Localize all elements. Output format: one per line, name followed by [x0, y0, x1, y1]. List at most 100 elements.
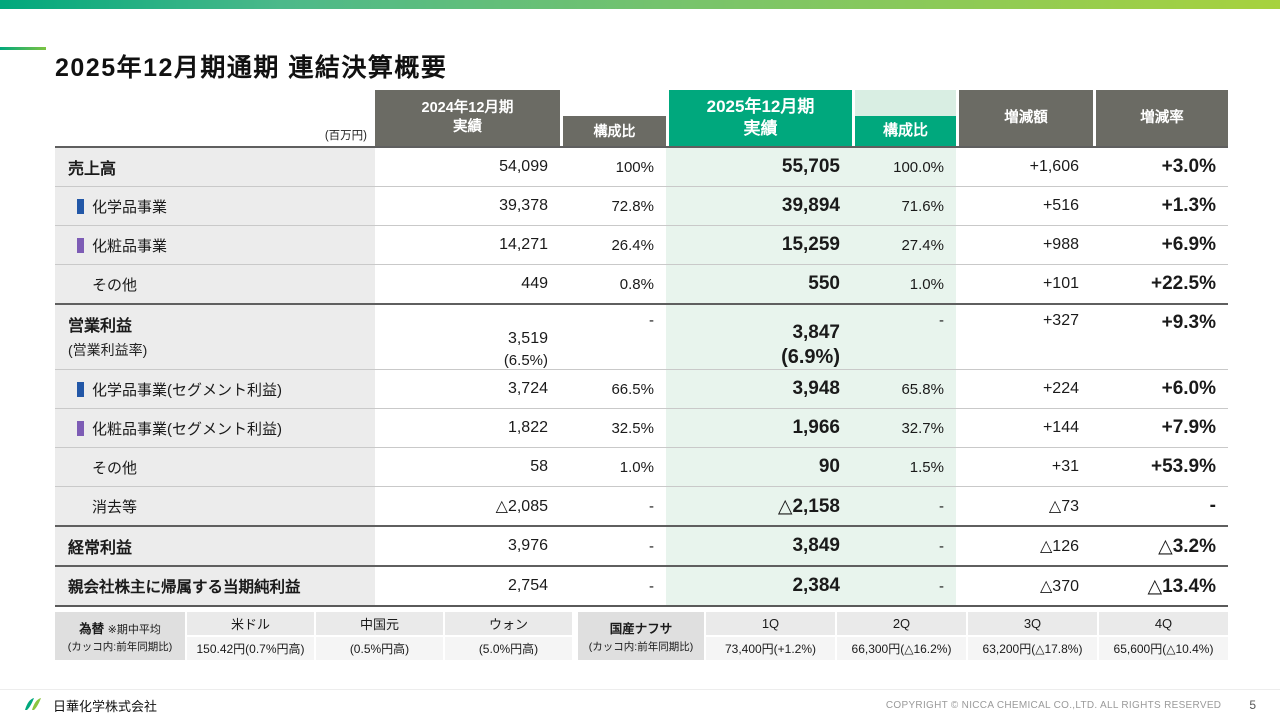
- naphtha-table: 国産ナフサ (カッコ内:前年同期比) 1Q 73,400円(+1.2%) 2Q …: [578, 612, 1228, 660]
- cell-diff: △126: [1040, 538, 1079, 555]
- cell-diff: +31: [1051, 458, 1079, 475]
- row-net-sales: 売上高 54,099 100% 55,705 100.0% +1,606 +3.…: [55, 146, 1228, 186]
- cell-2025-ratio: 27.4%: [852, 226, 956, 264]
- header-2024-ratio: 構成比: [563, 116, 666, 146]
- cell-2025-value: 550: [666, 265, 852, 303]
- row-label: 親会社株主に帰属する当期純利益: [55, 567, 375, 605]
- cell-2024-value: 1,822: [507, 419, 548, 436]
- cell-rate: +3.0%: [1161, 156, 1216, 177]
- row-label: 化粧品事業: [55, 226, 375, 264]
- cell-2025-value: 3,847 (6.9%): [666, 305, 852, 369]
- cell-2024-value: 39,378: [499, 197, 548, 214]
- row-cosmetics-segment: 化粧品事業(セグメント利益) 1,822 32.5% 1,966 32.7% +…: [55, 408, 1228, 447]
- cell-2025-ratio: 71.6%: [852, 187, 956, 225]
- cell-diff: △370: [1040, 578, 1079, 595]
- company-identity: 日華化学株式会社: [24, 696, 157, 715]
- supplementary-info: 為替 ※期中平均 (カッコ内:前年同期比) 米ドル 150.42円(0.7%円高…: [55, 612, 1228, 660]
- fx-label-main: 為替: [79, 622, 105, 636]
- header-spacer: [563, 90, 666, 116]
- cell-2025-value: 90: [666, 448, 852, 486]
- copyright-text: COPYRIGHT © NICCA CHEMICAL CO.,LTD. ALL …: [885, 699, 1222, 711]
- cell-2025-value: 39,894: [666, 187, 852, 225]
- fx-cny-header: 中国元: [316, 612, 443, 635]
- naphtha-label-main: 国産ナフサ: [609, 622, 673, 636]
- naphtha-1q-value: 73,400円(+1.2%): [706, 637, 835, 660]
- fx-cny-value: (0.5%円高): [316, 637, 443, 660]
- header-2024-line1: 2024年12月期: [421, 100, 514, 117]
- cell-2025-ratio: -: [852, 487, 956, 525]
- cell-rate: △13.4%: [1147, 575, 1217, 597]
- fx-label-line2: (カッコ内:前年同期比): [67, 641, 173, 653]
- cell-rate: +22.5%: [1151, 273, 1216, 294]
- header-2025-ratio-col: 構成比: [852, 90, 956, 146]
- naphtha-col-4q: 4Q 65,600円(△10.4%): [1099, 612, 1228, 660]
- top-gradient-bar: [0, 0, 1280, 9]
- naphtha-col-1q: 1Q 73,400円(+1.2%): [706, 612, 835, 660]
- unit-label: (百万円): [324, 130, 367, 142]
- cell-2025-ratio: 1.5%: [852, 448, 956, 486]
- cell-2024-ratio: -: [649, 497, 654, 515]
- cell-diff: +144: [1042, 419, 1079, 436]
- cell-2025-ratio: -: [852, 527, 956, 565]
- cell-2025-ratio: 65.8%: [852, 370, 956, 408]
- cell-2024-ratio: -: [649, 577, 654, 595]
- cell-2025-ratio: 100.0%: [852, 148, 956, 186]
- fx-krw-value: (5.0%円高): [445, 637, 572, 660]
- cell-2025-value: 1,966: [666, 409, 852, 447]
- unit-label-cell: (百万円): [55, 90, 375, 146]
- cell-rate: +53.9%: [1151, 456, 1216, 477]
- cell-2025-ratio: 32.7%: [852, 409, 956, 447]
- row-operating-income: 営業利益 (営業利益率) 3,519 (6.5%) - 3,847 (6.9%)…: [55, 303, 1228, 369]
- cosmetics-marker-icon: [77, 237, 84, 253]
- company-logo-icon: [24, 697, 46, 714]
- value-main: 3,847: [792, 322, 840, 343]
- cell-2024-ratio: 0.8%: [619, 275, 654, 293]
- cell-2024-value: 58: [530, 458, 548, 475]
- cell-rate: +9.3%: [1161, 312, 1216, 333]
- row-other-segment: その他 58 1.0% 90 1.5% +31 +53.9%: [55, 447, 1228, 486]
- cell-2025-value: 3,948: [666, 370, 852, 408]
- header-2024-ratio-col: 構成比: [560, 90, 666, 146]
- page-number: 5: [1249, 698, 1256, 712]
- footer: 日華化学株式会社 COPYRIGHT © NICCA CHEMICAL CO.,…: [0, 689, 1280, 720]
- naphtha-3q-header: 3Q: [968, 612, 1097, 635]
- fx-table-label: 為替 ※期中平均 (カッコ内:前年同期比): [55, 612, 185, 660]
- row-label: 化学品事業: [55, 187, 375, 225]
- cell-diff: +224: [1042, 380, 1079, 397]
- cell-rate: +6.9%: [1161, 234, 1216, 255]
- footer-right: COPYRIGHT © NICCA CHEMICAL CO.,LTD. ALL …: [886, 698, 1256, 712]
- fx-usd-header: 米ドル: [187, 612, 314, 635]
- chemicals-marker-icon: [77, 381, 84, 397]
- row-eliminations: 消去等 △2,085 - △2,158 - △73 -: [55, 486, 1228, 525]
- row-other-sales: その他 449 0.8% 550 1.0% +101 +22.5%: [55, 264, 1228, 303]
- cell-2025-ratio: -: [852, 305, 956, 369]
- fx-col-usd: 米ドル 150.42円(0.7%円高): [187, 612, 314, 660]
- naphtha-1q-header: 1Q: [706, 612, 835, 635]
- value-main: 3,519: [507, 330, 548, 347]
- cell-2024-value: △2,085: [495, 498, 548, 515]
- cell-2024-value: 14,271: [499, 236, 548, 253]
- cell-2024-ratio: -: [649, 537, 654, 555]
- cell-rate: +7.9%: [1161, 417, 1216, 438]
- cell-2025-value: 3,849: [666, 527, 852, 565]
- header-2025-ratio: 構成比: [855, 116, 956, 146]
- cell-2025-value: 15,259: [666, 226, 852, 264]
- naphtha-table-label: 国産ナフサ (カッコ内:前年同期比): [578, 612, 704, 660]
- cell-2024-value: 2,754: [507, 577, 548, 594]
- row-ordinary-income: 経常利益 3,976 - 3,849 - △126 △3.2%: [55, 525, 1228, 565]
- value-sub: (6.5%): [503, 352, 548, 369]
- results-table: (百万円) 2024年12月期 実績 構成比 2025年12月期 実績 構成比 …: [55, 90, 1228, 607]
- fx-krw-header: ウォン: [445, 612, 572, 635]
- cell-diff: +1,606: [1029, 158, 1079, 175]
- row-sublabel: (営業利益率): [68, 342, 148, 358]
- row-chemicals-segment: 化学品事業(セグメント利益) 3,724 66.5% 3,948 65.8% +…: [55, 369, 1228, 408]
- row-label: その他: [55, 265, 375, 303]
- cell-diff: +101: [1042, 275, 1079, 292]
- company-name: 日華化学株式会社: [53, 698, 158, 714]
- cell-diff: +516: [1042, 197, 1079, 214]
- fx-label-note: ※期中平均: [107, 624, 161, 636]
- cell-2025-value: △2,158: [666, 487, 852, 525]
- row-chemicals: 化学品事業 39,378 72.8% 39,894 71.6% +516 +1.…: [55, 186, 1228, 225]
- header-2025-line1: 2025年12月期: [706, 96, 815, 116]
- fx-col-krw: ウォン (5.0%円高): [445, 612, 572, 660]
